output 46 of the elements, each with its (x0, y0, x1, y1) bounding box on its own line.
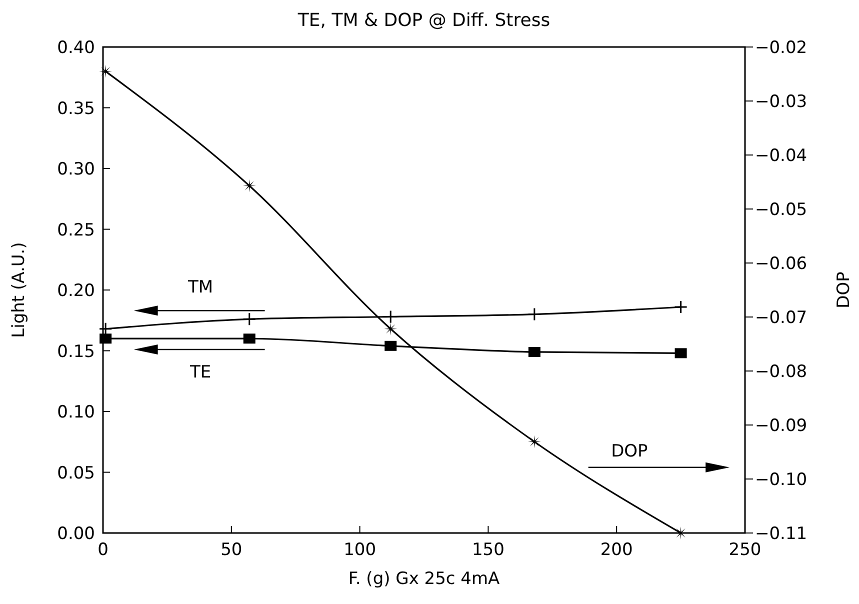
y-axis-title: Light (A.U.) (9, 242, 29, 338)
y-tick-label: 0.15 (57, 342, 95, 362)
point (384, 340, 397, 351)
y2-tick-label: −0.06 (755, 254, 808, 274)
series-label: TE (189, 362, 212, 382)
y-tick-label: 0.20 (57, 281, 95, 301)
point (99, 64, 112, 78)
point (674, 300, 688, 314)
y-tick-label: 0.40 (57, 38, 95, 58)
y2-tick-label: −0.08 (755, 362, 808, 382)
y2-axis-title: DOP (834, 272, 854, 308)
y2-tick-label: −0.02 (755, 38, 808, 58)
point (243, 334, 256, 344)
y2-tick-label: −0.07 (755, 308, 808, 328)
point (242, 312, 256, 326)
y2-tick-label: −0.03 (755, 92, 808, 112)
point (98, 322, 112, 336)
x-tick-label: 100 (344, 540, 376, 560)
chart-title: TE, TM & DOP @ Diff. Stress (296, 10, 550, 31)
point (384, 310, 398, 324)
y-tick-label: 0.25 (57, 220, 95, 240)
y-tick-label: 0.30 (57, 160, 95, 180)
y-tick-label: 0.10 (57, 402, 95, 422)
y2-tick-label: −0.10 (755, 470, 808, 490)
y-tick-label: 0.35 (57, 98, 95, 119)
y2-tick-label: −0.09 (755, 416, 808, 436)
y2-tick-label: −0.04 (755, 146, 808, 166)
x-tick-label: 50 (220, 540, 242, 560)
x-tick-label: 0 (98, 540, 108, 560)
point (674, 348, 687, 358)
point (528, 435, 541, 448)
y-tick-label: 0.05 (57, 463, 95, 484)
x-tick-label: 150 (472, 540, 504, 560)
point (674, 526, 688, 540)
y-tick-label: 0.00 (57, 524, 95, 544)
point (100, 334, 112, 344)
series-label: DOP (611, 441, 648, 462)
point (242, 179, 256, 192)
point (528, 308, 542, 322)
x-tick-label: 250 (728, 540, 762, 560)
point (384, 322, 398, 336)
point (528, 346, 540, 357)
y2-tick-label: −0.05 (755, 200, 808, 220)
x-axis-title: F. (g) Gx 25c 4mA (348, 569, 500, 589)
series-label: TM (187, 277, 214, 298)
x-tick-label: 200 (600, 540, 633, 560)
